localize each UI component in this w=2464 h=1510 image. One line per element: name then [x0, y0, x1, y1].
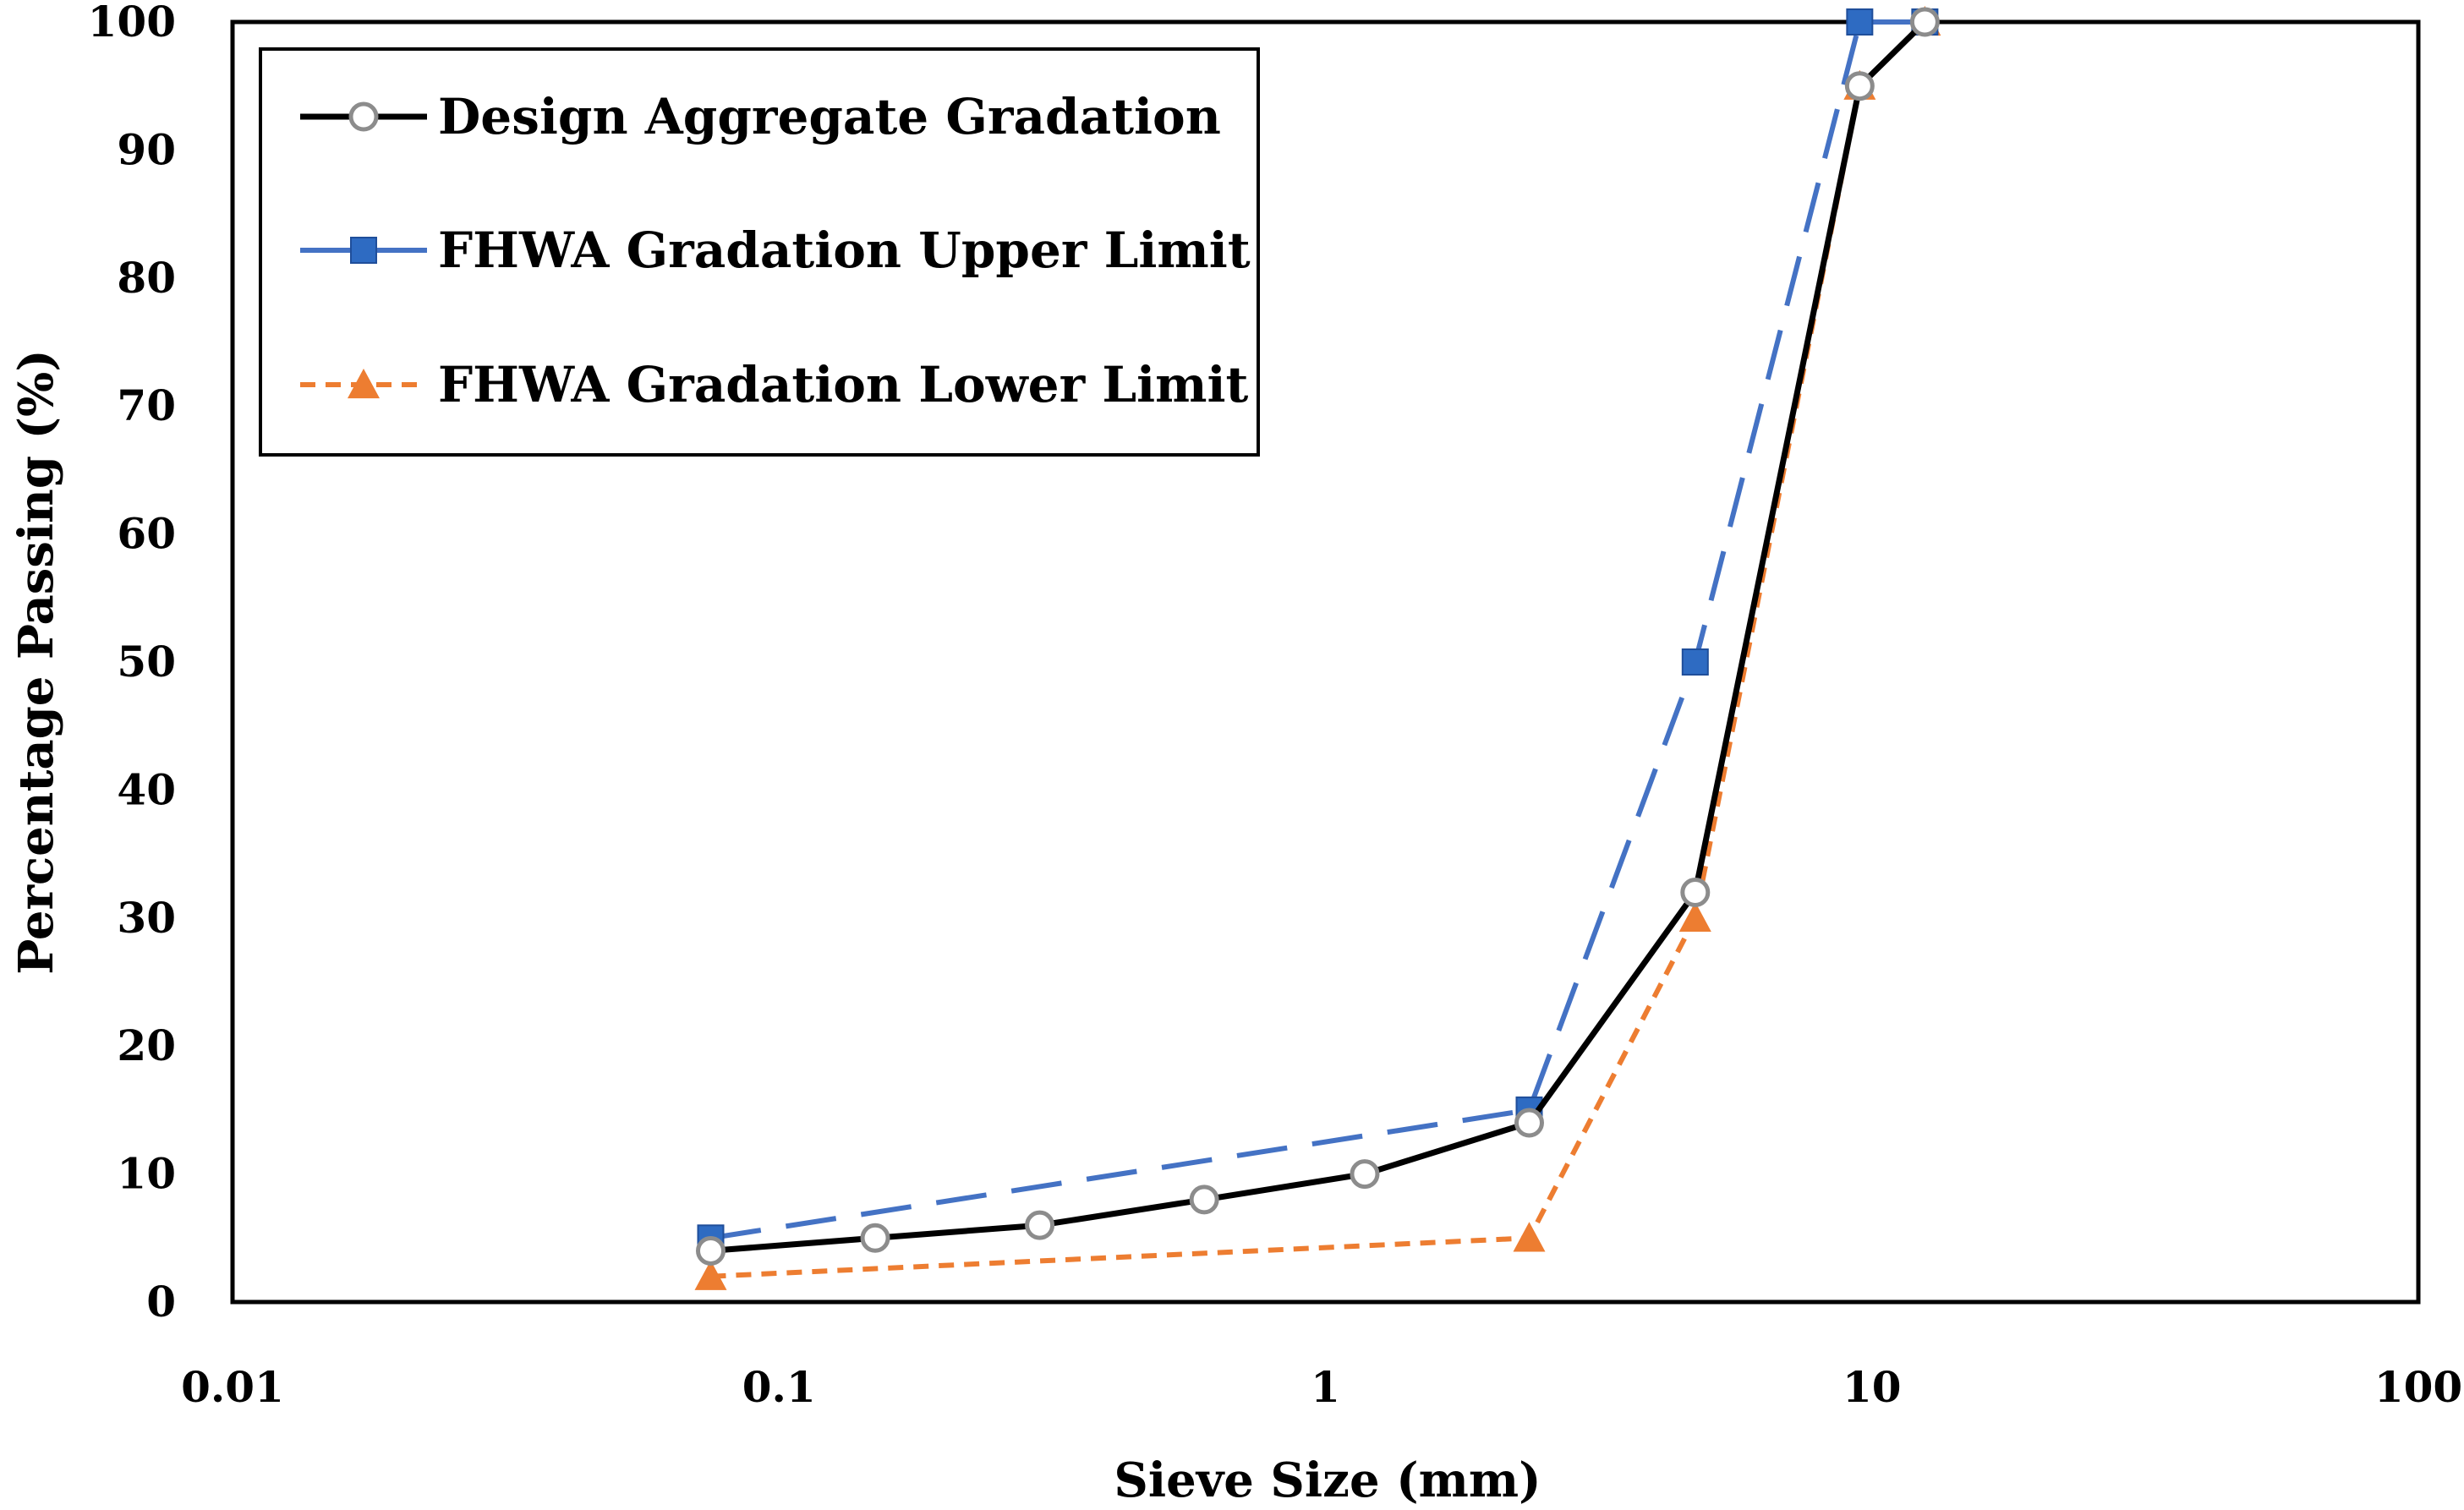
- legend-marker-design-aggregate-gradation: [348, 101, 379, 132]
- y-tick-label: 20: [117, 1020, 176, 1070]
- data-point-fhwa-gradation-lower-limit: [694, 1260, 727, 1290]
- data-point-fhwa-gradation-lower-limit: [1513, 1222, 1546, 1252]
- data-point-design-aggregate-gradation: [860, 1223, 890, 1253]
- y-tick-label: 100: [88, 0, 176, 47]
- y-tick-label: 70: [117, 380, 176, 430]
- y-tick-label: 10: [117, 1149, 176, 1199]
- data-point-fhwa-gradation-upper-limit: [1846, 8, 1874, 36]
- y-tick-label: 90: [117, 124, 176, 174]
- legend-item-fhwa-gradation-lower-limit: FHWA Gradation Lower Limit: [300, 356, 1249, 413]
- data-point-design-aggregate-gradation: [1025, 1210, 1055, 1240]
- legend-label-fhwa-gradation-lower-limit: FHWA Gradation Lower Limit: [438, 356, 1249, 413]
- y-tick-label: 30: [117, 893, 176, 943]
- legend-item-design-aggregate-gradation: Design Aggregate Gradation: [300, 88, 1221, 145]
- y-tick-label: 40: [117, 764, 176, 814]
- y-tick-label: 80: [117, 253, 176, 303]
- data-point-fhwa-gradation-lower-limit: [1678, 901, 1711, 932]
- x-tick-label: 0.01: [181, 1362, 284, 1412]
- y-tick-label: 0: [146, 1277, 176, 1327]
- x-tick-label: 1: [1311, 1362, 1340, 1412]
- x-tick-label: 100: [2374, 1362, 2462, 1412]
- legend-marker-fhwa-gradation-upper-limit: [350, 237, 377, 264]
- series-design-aggregate-gradation: [696, 7, 1940, 1266]
- y-tick-label: 60: [117, 509, 176, 559]
- x-tick-label: 10: [1843, 1362, 1902, 1412]
- data-point-design-aggregate-gradation: [1189, 1184, 1219, 1215]
- data-point-design-aggregate-gradation: [696, 1235, 726, 1266]
- data-point-design-aggregate-gradation: [1350, 1159, 1380, 1190]
- legend: Design Aggregate Gradation FHWA Gradation…: [259, 47, 1260, 457]
- data-point-fhwa-gradation-upper-limit: [1681, 648, 1709, 676]
- data-point-design-aggregate-gradation: [1844, 71, 1875, 101]
- y-tick-label: 50: [117, 637, 176, 687]
- legend-item-fhwa-gradation-upper-limit: FHWA Gradation Upper Limit: [300, 222, 1251, 279]
- legend-label-fhwa-gradation-upper-limit: FHWA Gradation Upper Limit: [438, 222, 1251, 279]
- x-axis-title: Sieve Size (mm): [1114, 1453, 1541, 1508]
- data-point-design-aggregate-gradation: [1680, 878, 1711, 908]
- legend-marker-fhwa-gradation-lower-limit: [348, 369, 380, 399]
- y-axis-title: Percentage Passing (%): [8, 349, 64, 974]
- series-layer: [694, 6, 1941, 1290]
- data-point-design-aggregate-gradation: [1514, 1108, 1544, 1138]
- x-axis-ticks: 0.01 0.1 1 10 100: [181, 1362, 2462, 1412]
- legend-label-design-aggregate-gradation: Design Aggregate Gradation: [438, 88, 1221, 145]
- y-axis-ticks: 0 10 20 30 40 50 60 70 80 90 100: [88, 0, 176, 1327]
- data-point-design-aggregate-gradation: [1909, 7, 1940, 37]
- x-tick-label: 0.1: [742, 1362, 816, 1412]
